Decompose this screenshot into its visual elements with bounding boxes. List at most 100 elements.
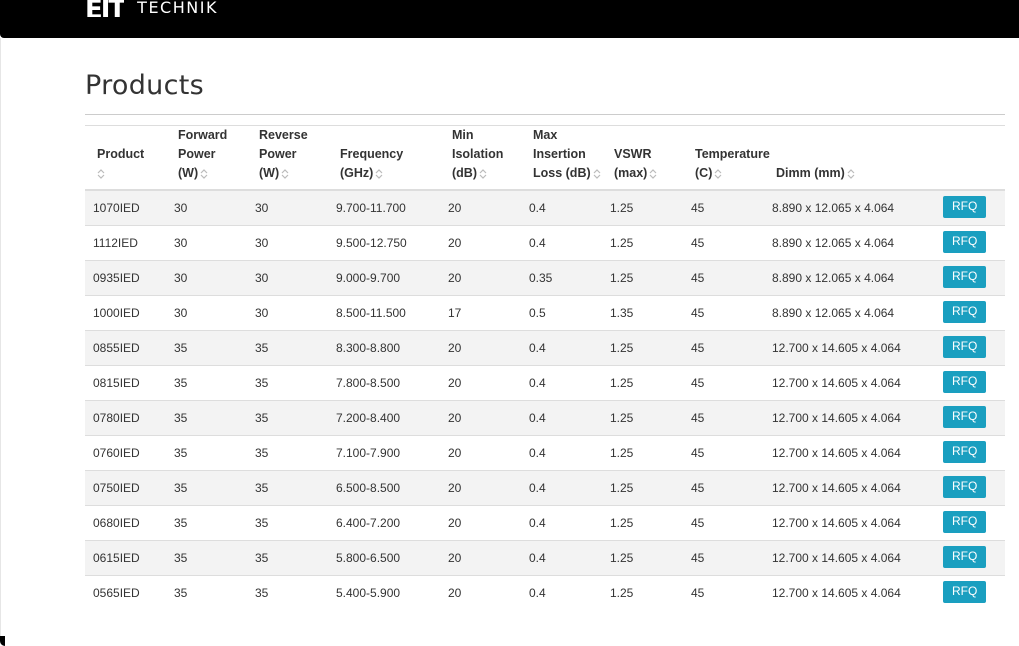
column-header-action xyxy=(935,125,1005,191)
cell-reverse-power: 35 xyxy=(247,400,328,436)
cell-frequency: 9.500-12.750 xyxy=(328,225,440,261)
cell-max-insertion-loss: 0.4 xyxy=(521,575,602,610)
column-header-dimm[interactable]: Dimm (mm) xyxy=(764,125,935,191)
sort-icon[interactable] xyxy=(281,168,289,180)
cell-min-isolation: 20 xyxy=(440,260,521,296)
sort-icon[interactable] xyxy=(847,168,855,180)
cell-product: 0760IED xyxy=(85,435,166,471)
column-header-text: (max) xyxy=(614,166,648,180)
table-row: 1070IED 30 30 9.700-11.700 20 0.4 1.25 45 8.890 … xyxy=(85,189,1005,226)
cell-max-insertion-loss: 0.4 xyxy=(521,540,602,576)
column-header-label: Min Isolation (dB) xyxy=(440,126,521,183)
cell-forward-power: 30 xyxy=(166,189,247,226)
sort-icon[interactable] xyxy=(593,168,601,180)
table-header-row: Product Forward Power (W) Reverse Power (W) Fre… xyxy=(85,125,1005,191)
cell-dimm: 12.700 x 14.605 x 4.064 xyxy=(764,540,935,576)
page-edge xyxy=(0,38,1,642)
sort-icon[interactable] xyxy=(714,168,722,180)
column-header-product[interactable]: Product xyxy=(85,125,166,191)
sort-icon[interactable] xyxy=(375,168,383,180)
site-logo[interactable]: EIT TECHNIK xyxy=(85,0,218,20)
rfq-button[interactable]: RFQ xyxy=(943,511,987,533)
site-header: EIT TECHNIK xyxy=(0,0,1019,38)
column-header-vswr[interactable]: VSWR (max) xyxy=(602,125,683,191)
sort-icon[interactable] xyxy=(200,168,208,180)
cell-product: 1070IED xyxy=(85,189,166,226)
cell-action: RFQ xyxy=(935,189,1005,226)
cell-vswr: 1.25 xyxy=(602,540,683,576)
column-header-min-isolation[interactable]: Min Isolation (dB) xyxy=(440,125,521,191)
rfq-button[interactable]: RFQ xyxy=(943,476,987,498)
cell-product: 0615IED xyxy=(85,540,166,576)
cell-dimm: 12.700 x 14.605 x 4.064 xyxy=(764,435,935,471)
products-table-container: Product Forward Power (W) Reverse Power (W) Fre… xyxy=(85,125,1005,610)
cell-product: 0935IED xyxy=(85,260,166,296)
cell-reverse-power: 35 xyxy=(247,365,328,401)
cell-dimm: 8.890 x 12.065 x 4.064 xyxy=(764,260,935,296)
cell-max-insertion-loss: 0.35 xyxy=(521,260,602,296)
cell-min-isolation: 20 xyxy=(440,540,521,576)
cell-frequency: 7.800-8.500 xyxy=(328,365,440,401)
cell-product: 0750IED xyxy=(85,470,166,506)
cell-vswr: 1.25 xyxy=(602,260,683,296)
column-header-text: Product xyxy=(97,147,145,161)
cell-frequency: 9.000-9.700 xyxy=(328,260,440,296)
rfq-button[interactable]: RFQ xyxy=(943,336,987,358)
cell-min-isolation: 20 xyxy=(440,189,521,226)
cell-temperature: 45 xyxy=(683,330,764,366)
rfq-button[interactable]: RFQ xyxy=(943,266,987,288)
cell-frequency: 6.500-8.500 xyxy=(328,470,440,506)
cell-max-insertion-loss: 0.4 xyxy=(521,189,602,226)
cell-temperature: 45 xyxy=(683,365,764,401)
cell-product: 0680IED xyxy=(85,505,166,541)
cell-vswr: 1.35 xyxy=(602,295,683,331)
cell-action: RFQ xyxy=(935,470,1005,506)
column-header-temperature[interactable]: Temperature (C) xyxy=(683,125,770,191)
cell-max-insertion-loss: 0.4 xyxy=(521,365,602,401)
column-header-label: Forward Power (W) xyxy=(166,126,247,183)
column-header-label: Product xyxy=(85,145,166,183)
column-header-reverse-power[interactable]: Reverse Power (W) xyxy=(247,125,328,191)
cell-vswr: 1.25 xyxy=(602,330,683,366)
cell-vswr: 1.25 xyxy=(602,189,683,226)
cell-min-isolation: 20 xyxy=(440,435,521,471)
column-header-text: Power xyxy=(259,147,297,161)
column-header-text: (GHz) xyxy=(340,166,374,180)
cell-action: RFQ xyxy=(935,540,1005,576)
sort-icon[interactable] xyxy=(97,168,105,180)
cell-frequency: 7.100-7.900 xyxy=(328,435,440,471)
cell-forward-power: 35 xyxy=(166,540,247,576)
table-row: 1112IED 30 30 9.500-12.750 20 0.4 1.25 45 8.890 … xyxy=(85,225,1005,261)
column-header-forward-power[interactable]: Forward Power (W) xyxy=(166,125,247,191)
rfq-button[interactable]: RFQ xyxy=(943,581,987,603)
cell-max-insertion-loss: 0.4 xyxy=(521,330,602,366)
rfq-button[interactable]: RFQ xyxy=(943,301,987,323)
logo-text: TECHNIK xyxy=(137,0,218,17)
sort-icon[interactable] xyxy=(649,168,657,180)
cell-frequency: 8.300-8.800 xyxy=(328,330,440,366)
table-row: 0615IED 35 35 5.800-6.500 20 0.4 1.25 45 12.700 … xyxy=(85,540,1005,576)
rfq-button[interactable]: RFQ xyxy=(943,546,987,568)
sort-icon[interactable] xyxy=(479,168,487,180)
rfq-button[interactable]: RFQ xyxy=(943,371,987,393)
window-corner xyxy=(0,636,5,646)
rfq-button[interactable]: RFQ xyxy=(943,441,987,463)
column-header-text: Loss (dB) xyxy=(533,166,591,180)
column-header-text: Min xyxy=(452,128,474,142)
column-header-frequency[interactable]: Frequency (GHz) xyxy=(328,125,440,191)
rfq-button[interactable]: RFQ xyxy=(943,196,987,218)
table-row: 0680IED 35 35 6.400-7.200 20 0.4 1.25 45 12.700 … xyxy=(85,505,1005,541)
cell-action: RFQ xyxy=(935,575,1005,610)
column-header-text: Power xyxy=(178,147,216,161)
column-header-max-insertion-loss[interactable]: Max Insertion Loss (dB) xyxy=(521,125,602,191)
column-header-text: Temperature xyxy=(695,147,770,161)
cell-reverse-power: 30 xyxy=(247,225,328,261)
cell-max-insertion-loss: 0.4 xyxy=(521,435,602,471)
rfq-button[interactable]: RFQ xyxy=(943,231,987,253)
rfq-button[interactable]: RFQ xyxy=(943,406,987,428)
cell-vswr: 1.25 xyxy=(602,470,683,506)
cell-action: RFQ xyxy=(935,330,1005,366)
cell-min-isolation: 20 xyxy=(440,400,521,436)
column-header-label: VSWR (max) xyxy=(602,145,683,183)
column-header-text: Isolation xyxy=(452,147,504,161)
